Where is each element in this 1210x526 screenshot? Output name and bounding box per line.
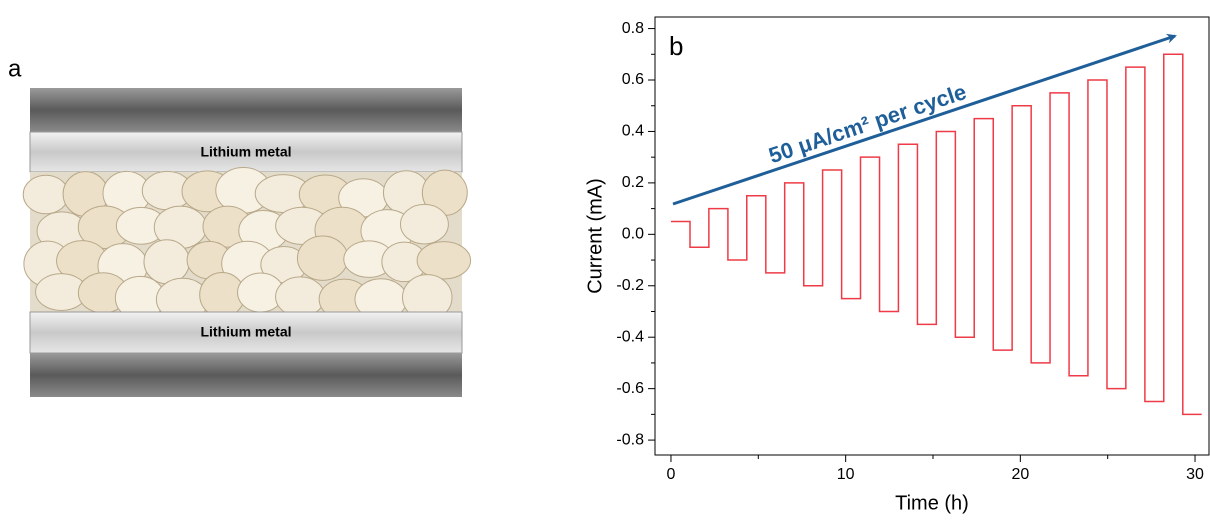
x-tick-label: 0 <box>667 466 676 483</box>
y-tick-label: -0.2 <box>616 277 644 294</box>
particle <box>399 203 449 245</box>
annotation: 50 μA/cm² per cycle <box>765 79 969 168</box>
particle <box>416 241 472 280</box>
y-tick-label: 0.4 <box>622 123 644 140</box>
lithium-layer <box>29 131 463 173</box>
panel-a: a Lithium metal Lithium metal <box>8 55 472 397</box>
particles <box>22 167 472 322</box>
x-tick-label: 10 <box>837 466 855 483</box>
y-tick-label: -0.6 <box>616 380 644 397</box>
panel-label: b <box>669 31 683 61</box>
y-tick-label: -0.8 <box>616 431 644 448</box>
panel-label: a <box>8 55 22 82</box>
x-tick-label: 30 <box>1186 466 1204 483</box>
layer-label: Lithium metal <box>200 324 291 340</box>
particle <box>296 235 349 281</box>
metal-slab <box>30 88 462 132</box>
particle <box>22 174 70 215</box>
particle <box>275 276 326 318</box>
plot-frame <box>654 16 1210 456</box>
panel-b: b 50 μA/cm² per cycle Time (h) Current (… <box>584 16 1210 514</box>
y-tick-label: 0.0 <box>622 226 644 243</box>
x-tick-label: 20 <box>1011 466 1029 483</box>
y-axis-label: Current (mA) <box>584 178 606 294</box>
y-tick-label: -0.4 <box>616 328 644 345</box>
layer-label: Lithium metal <box>200 144 291 160</box>
y-tick-label: 0.6 <box>622 71 644 88</box>
y-tick-label: 0.8 <box>622 20 644 37</box>
metal-slab <box>30 353 462 397</box>
y-tick-label: 0.2 <box>622 174 644 191</box>
trend-arrow <box>672 33 1177 206</box>
x-axis-label: Time (h) <box>895 492 969 514</box>
data-line <box>670 53 1202 416</box>
particle <box>143 239 190 285</box>
